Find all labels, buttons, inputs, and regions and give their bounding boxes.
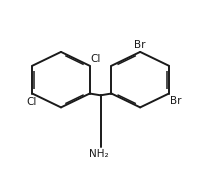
Text: Cl: Cl	[26, 97, 36, 107]
Text: Br: Br	[134, 40, 146, 50]
Text: NH₂: NH₂	[89, 149, 108, 159]
Text: Br: Br	[170, 96, 181, 106]
Text: Cl: Cl	[91, 54, 101, 64]
